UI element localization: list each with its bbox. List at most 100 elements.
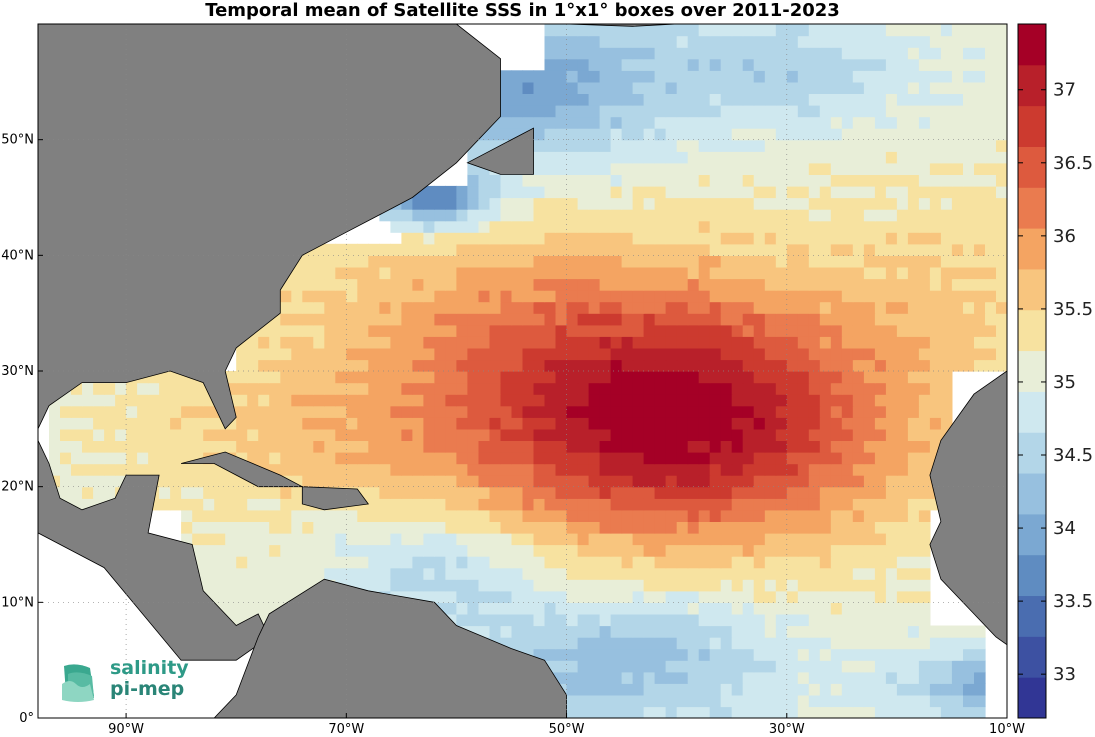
sss-cell [489, 116, 502, 129]
sss-cell [313, 532, 325, 546]
sss-cell [764, 671, 777, 684]
sss-cell [324, 428, 336, 441]
sss-cell [511, 521, 524, 534]
sss-cell [577, 58, 590, 71]
sss-cell [577, 475, 590, 488]
sss-cell [797, 151, 810, 164]
sss-cell [390, 428, 402, 441]
sss-cell [533, 359, 546, 372]
sss-cell [764, 475, 777, 488]
sss-cell [698, 313, 711, 326]
sss-cell [874, 463, 887, 476]
sss-cell [808, 209, 821, 222]
sss-cell [687, 278, 700, 291]
sss-cell [577, 463, 590, 476]
sss-cell [753, 209, 766, 222]
sss-cell [808, 24, 821, 37]
sss-cell [753, 463, 766, 476]
sss-cell [621, 567, 634, 580]
sss-cell [698, 475, 711, 488]
sss-cell [929, 498, 942, 511]
sss-cell [654, 197, 667, 210]
sss-cell [676, 116, 689, 129]
sss-cell [500, 463, 513, 476]
sss-cell [852, 266, 865, 280]
sss-cell [841, 475, 854, 488]
sss-cell [797, 509, 810, 522]
sss-cell [555, 81, 568, 94]
sss-cell [533, 116, 546, 129]
sss-cell [643, 452, 656, 465]
sss-cell [456, 371, 468, 384]
sss-cell [566, 139, 579, 152]
sss-cell [819, 648, 832, 661]
sss-cell [346, 347, 358, 361]
sss-cell [808, 452, 821, 465]
sss-cell [577, 613, 590, 627]
sss-cell [907, 255, 920, 268]
sss-cell [115, 428, 127, 441]
sss-cell [346, 428, 358, 441]
sss-cell [896, 440, 909, 453]
sss-cell [676, 185, 689, 199]
sss-cell [676, 81, 689, 94]
sss-cell [610, 417, 623, 430]
sss-cell [720, 371, 733, 384]
sss-cell [610, 671, 623, 684]
sss-cell [357, 532, 369, 546]
sss-cell [698, 162, 711, 175]
sss-cell [654, 602, 667, 615]
sss-cell [808, 440, 821, 453]
sss-cell [522, 440, 535, 453]
sss-cell [687, 671, 700, 684]
sss-cell [291, 463, 303, 476]
sss-cell [918, 452, 931, 465]
sss-cell [676, 637, 689, 650]
sss-cell [291, 544, 303, 557]
sss-cell [93, 486, 105, 499]
sss-cell [676, 359, 689, 372]
sss-cell [379, 243, 391, 256]
sss-cell [621, 498, 634, 511]
sss-cell [974, 151, 986, 164]
sss-cell [401, 486, 413, 499]
sss-cell [82, 382, 94, 395]
sss-cell [401, 382, 413, 395]
sss-cell [566, 116, 579, 129]
sss-cell [225, 440, 237, 453]
sss-cell [214, 486, 226, 499]
sss-cell [566, 197, 579, 210]
sss-cell [841, 174, 854, 187]
sss-cell [720, 336, 733, 349]
sss-cell [687, 532, 700, 546]
sss-cell [335, 301, 347, 314]
sss-cell [577, 498, 590, 511]
sss-cell [511, 579, 524, 592]
sss-cell [643, 347, 656, 361]
sss-cell [544, 417, 557, 430]
sss-cell [434, 255, 446, 268]
sss-cell [577, 521, 590, 534]
sss-cell [654, 209, 667, 222]
sss-cell [896, 613, 909, 627]
sss-cell [985, 266, 997, 280]
sss-cell [709, 162, 722, 175]
sss-cell [423, 428, 435, 441]
sss-cell [577, 301, 590, 314]
sss-cell [390, 532, 402, 546]
sss-cell [511, 405, 524, 418]
sss-cell [181, 405, 193, 418]
sss-cell [489, 313, 502, 326]
sss-cell [896, 590, 909, 603]
sss-cell [918, 24, 931, 37]
sss-cell [819, 440, 832, 453]
sss-cell [808, 324, 821, 337]
sss-cell [720, 128, 733, 141]
sss-cell [698, 544, 711, 557]
sss-cell [907, 174, 920, 187]
sss-cell [852, 498, 865, 511]
sss-cell [753, 290, 766, 303]
sss-cell [148, 394, 160, 407]
sss-cell [533, 81, 546, 94]
sss-cell [555, 105, 568, 118]
